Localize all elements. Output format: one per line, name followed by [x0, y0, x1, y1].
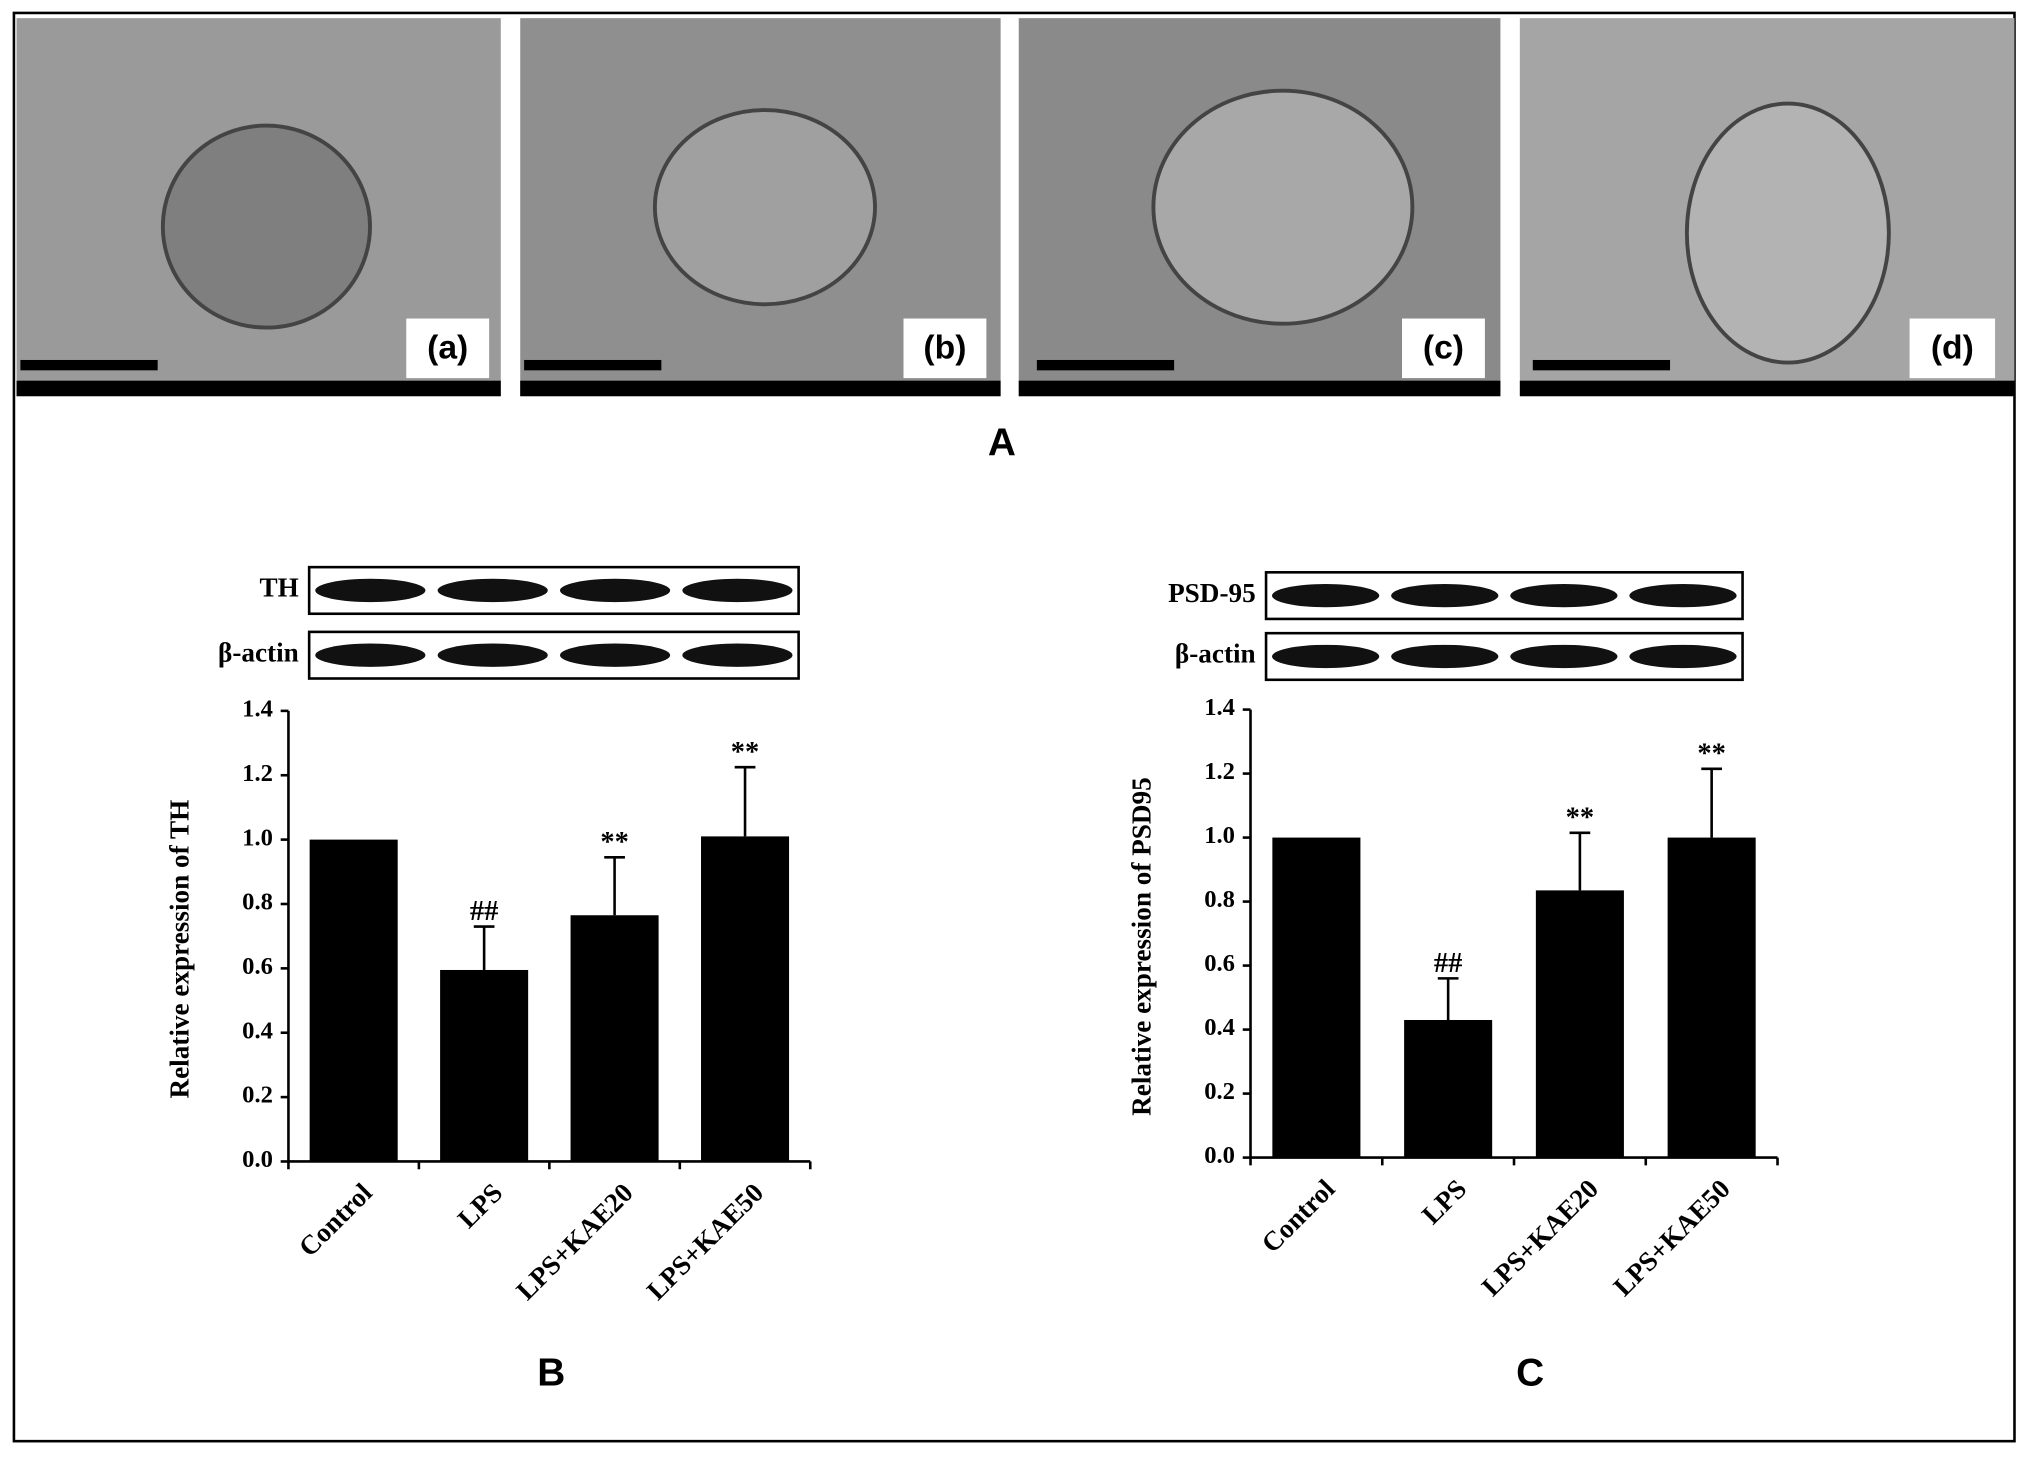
panel-caption: B: [537, 1351, 565, 1394]
blot-band: [682, 578, 793, 603]
blot-label: β-actin: [1175, 639, 1256, 669]
blot-band: [1510, 644, 1618, 669]
annotation: **: [1566, 802, 1594, 833]
bar: [440, 969, 529, 1162]
blot-band: [560, 578, 671, 603]
y-tick-label: 0.2: [242, 1082, 273, 1109]
label-box: [1909, 318, 1996, 379]
annotation: **: [731, 737, 759, 768]
blot-band: [315, 643, 426, 667]
bar: [1272, 837, 1361, 1158]
x-tick-label: Control: [1256, 1173, 1341, 1258]
blot-band: [1272, 583, 1380, 608]
blot-label: β-actin: [218, 637, 299, 667]
blot-band: [315, 578, 426, 603]
nucleus: [1151, 88, 1415, 326]
blot-band: [682, 643, 793, 667]
scale-bar: [524, 359, 662, 371]
bar: [570, 915, 659, 1162]
y-tick-label: 0.6: [1204, 950, 1235, 977]
info-bar: [16, 380, 501, 397]
blot-band: [1391, 583, 1499, 608]
blot-band: [1629, 583, 1737, 608]
nucleus: [160, 123, 372, 330]
x-tick-label: LPS+KAE20: [510, 1177, 638, 1305]
y-tick-label: 0.4: [1204, 1014, 1235, 1041]
scale-bar: [1036, 359, 1175, 371]
y-tick-label: 1.4: [1204, 694, 1235, 721]
blot-label: TH: [260, 573, 299, 603]
info-bar: [1018, 380, 1501, 397]
annotation: **: [600, 827, 628, 858]
panel-caption: C: [1516, 1351, 1544, 1394]
blot-label: PSD-95: [1168, 578, 1256, 608]
y-tick-label: 1.0: [242, 824, 273, 851]
x-tick-label: LPS+KAE20: [1476, 1174, 1604, 1302]
bar: [701, 836, 790, 1162]
y-axis-label: Relative expression of TH: [164, 800, 194, 1099]
bar: [1535, 890, 1624, 1158]
y-tick-label: 1.0: [1204, 822, 1235, 849]
y-tick-label: 0.8: [1204, 886, 1235, 913]
bar: [1404, 1019, 1493, 1158]
panel-label: (a): [427, 329, 468, 366]
y-tick-label: 1.2: [1204, 758, 1235, 785]
annotation: **: [1697, 738, 1725, 769]
label-box: [406, 318, 490, 379]
label-box: [903, 318, 987, 379]
y-tick-label: 0.8: [242, 889, 273, 916]
panel-caption: A: [988, 422, 1016, 465]
y-tick-label: 0.2: [1204, 1078, 1235, 1105]
y-tick-label: 0.0: [242, 1146, 273, 1173]
blot-band: [560, 643, 671, 667]
panel-label: (d): [1931, 329, 1974, 366]
em-panels: (a) (b) (c) (d): [16, 18, 2015, 397]
x-tick-label: Control: [293, 1177, 378, 1262]
y-tick-label: 1.2: [242, 760, 273, 787]
annotation: ##: [1434, 948, 1462, 979]
y-tick-label: 0.6: [242, 953, 273, 980]
y-tick-label: 1.4: [242, 696, 273, 723]
blot-band: [1510, 583, 1618, 608]
y-tick-label: 0.0: [1204, 1142, 1235, 1169]
bar: [309, 839, 398, 1162]
bar: [1667, 837, 1756, 1158]
blot-band: [1272, 644, 1380, 669]
blot-band: [437, 643, 548, 667]
scale-bar: [1532, 359, 1671, 371]
x-tick-label: LPS: [452, 1177, 508, 1233]
nucleus: [1684, 101, 1891, 365]
label-box: [1402, 318, 1485, 379]
x-tick-label: LPS+KAE50: [641, 1177, 769, 1305]
x-tick-label: LPS: [1416, 1174, 1472, 1230]
frame: [12, 11, 2016, 1443]
nucleus: [652, 108, 877, 307]
blot-band: [437, 578, 548, 603]
blot-band: [1629, 644, 1737, 669]
panel-label: (c): [1423, 329, 1464, 366]
info-bar: [520, 380, 1001, 397]
panel-label: (b): [923, 329, 966, 366]
info-bar: [1519, 380, 2015, 397]
annotation: ##: [470, 896, 498, 927]
y-axis-label: Relative expression of PSD95: [1127, 777, 1157, 1116]
y-tick-label: 0.4: [242, 1017, 273, 1044]
blot-band: [1391, 644, 1499, 669]
blot-box: [307, 565, 800, 616]
x-tick-label: LPS+KAE50: [1608, 1174, 1736, 1302]
scale-bar: [20, 359, 158, 371]
